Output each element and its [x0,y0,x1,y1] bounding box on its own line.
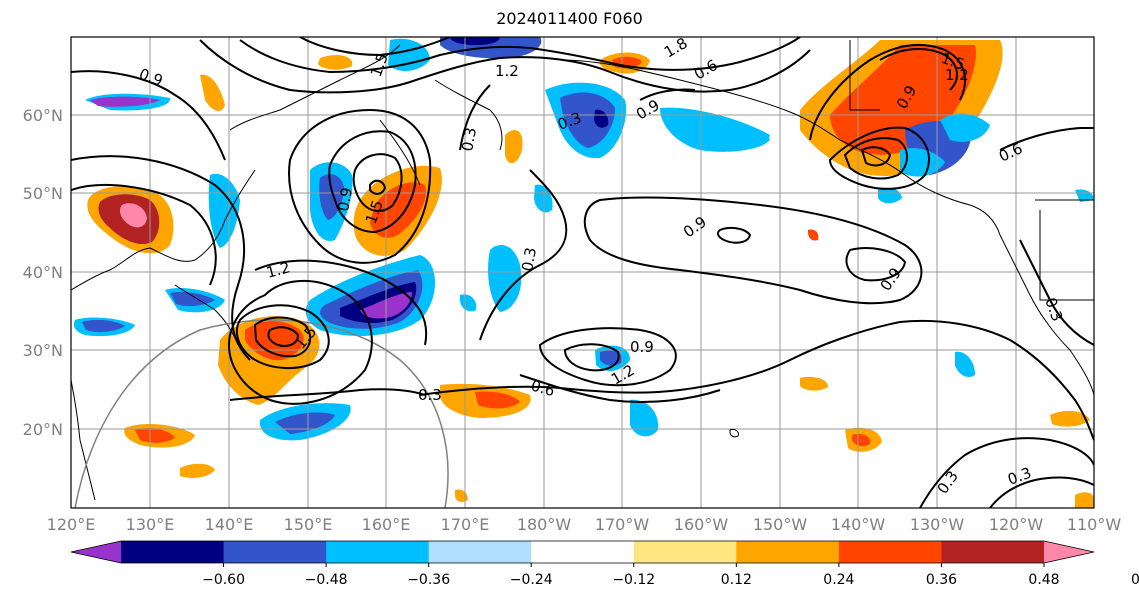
contour-label: 0.3 [458,126,480,153]
colorbar-label: 0.36 [926,572,957,588]
lon-tick-label: 150°E [284,515,333,534]
colorbar-outline [70,540,1095,564]
colorbar-label: 0.24 [823,572,854,588]
plot-frame [70,36,1095,509]
colorbar-segment [531,541,635,563]
colorbar-segment [941,541,1045,563]
contour-label: 1.2 [945,66,969,84]
colorbar-label: −0.60 [202,572,245,588]
colorbar-label: 0.48 [1028,572,1059,588]
lon-tick-label: 160°E [362,515,411,534]
lon-tick-label: 110°W [1067,515,1122,534]
lat-tick-label: 40°N [23,263,63,282]
contour-label: 0.9 [630,338,654,356]
colorbar-label: −0.12 [612,572,655,588]
lon-tick-label: 180°W [517,515,572,534]
lon-tick-label: 140°W [831,515,886,534]
lon-tick-label: 120°W [989,515,1044,534]
contour-label: 1.2 [495,62,519,80]
lon-tick-label: 170°E [441,515,490,534]
lon-tick-label: 140°E [205,515,254,534]
lon-tick-label: 150°W [753,515,808,534]
lon-tick-label: 120°E [47,515,96,534]
colorbar-segment [428,541,532,563]
colorbar-segment [223,541,327,563]
lon-tick-label: 130°W [910,515,965,534]
lat-tick-label: 50°N [23,184,63,203]
lon-tick-label: 160°W [674,515,729,534]
colorbar-label: −0.24 [510,572,553,588]
contour-label: 0.3 [418,386,442,404]
shaded-anomalies [73,37,1094,508]
map-title: 2024011400 F060 [496,9,643,28]
lon-tick-label: 170°W [595,515,650,534]
colorbar-label: −0.48 [305,572,348,588]
plot-area: 0.9 1.2 1.5 1.8 0.3 0.6 0.9 0.3 0.9 1.5 … [71,37,1094,508]
colorbar-extend-high [1044,541,1094,563]
lat-tick-label: 20°N [23,420,63,439]
colorbar-segment [326,541,430,563]
contour-label: 0.3 [518,246,540,273]
coastlines [71,40,1094,501]
graticule [71,37,1094,508]
colorbar: −0.60 −0.48 −0.36 −0.24 −0.12 0.12 0.24 0.36 0.4… [70,540,1139,588]
contour-lines [71,37,1094,508]
reference-ring [74,319,449,508]
contour-label: 1.2 [264,258,292,282]
colorbar-label: −0.36 [407,572,450,588]
colorbar-extend-low [71,541,121,563]
colorbar-label: 0.60 [1131,572,1139,588]
contour-label: 0.6 [529,376,557,400]
colorbar-segment [633,541,737,563]
lat-tick-label: 60°N [23,106,63,125]
colorbar-segment [736,541,840,563]
colorbar-label: 0.12 [721,572,752,588]
lat-tick-label: 30°N [23,341,63,360]
colorbar-segment [121,541,225,563]
lat-axis: 60°N 50°N 40°N 30°N 20°N [23,106,63,439]
contour-label: 0.9 [334,186,356,213]
lon-tick-label: 130°E [126,515,175,534]
colorbar-segment [838,541,942,563]
lon-axis: 120°E 130°E 140°E 150°E 160°E 170°E 180°… [47,515,1122,534]
